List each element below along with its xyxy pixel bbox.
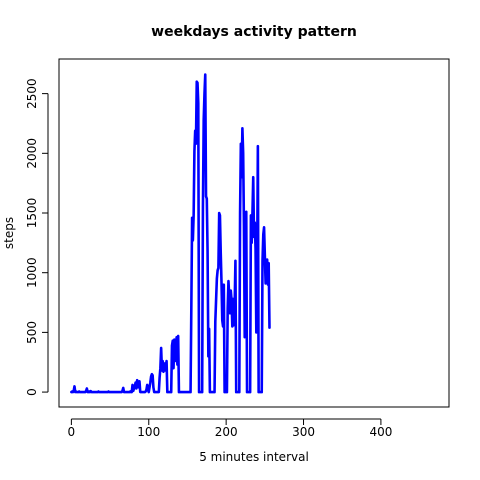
series-group (70, 73, 271, 394)
chart-title: weekdays activity pattern (151, 24, 357, 40)
x-tick-label: 100 (137, 425, 160, 439)
y-tick-label: 1500 (25, 198, 39, 229)
y-axis-label: steps (2, 217, 16, 249)
y-tick-label: 500 (25, 321, 39, 344)
series-line (70, 73, 271, 394)
y-axis: 0 500 1000 1500 2000 2500 (25, 78, 49, 396)
x-axis-label: 5 minutes interval (199, 450, 309, 464)
y-tick-label: 1000 (25, 257, 39, 288)
x-tick-label: 0 (68, 425, 76, 439)
plot-frame (58, 58, 450, 408)
x-tick-label: 300 (292, 425, 315, 439)
x-tick-label: 200 (215, 425, 238, 439)
y-tick-label: 2500 (25, 78, 39, 109)
y-tick-label: 0 (25, 388, 39, 396)
x-tick-label: 400 (369, 425, 392, 439)
y-tick-label: 2000 (25, 138, 39, 169)
x-axis: 0 100 200 300 400 (68, 418, 392, 439)
